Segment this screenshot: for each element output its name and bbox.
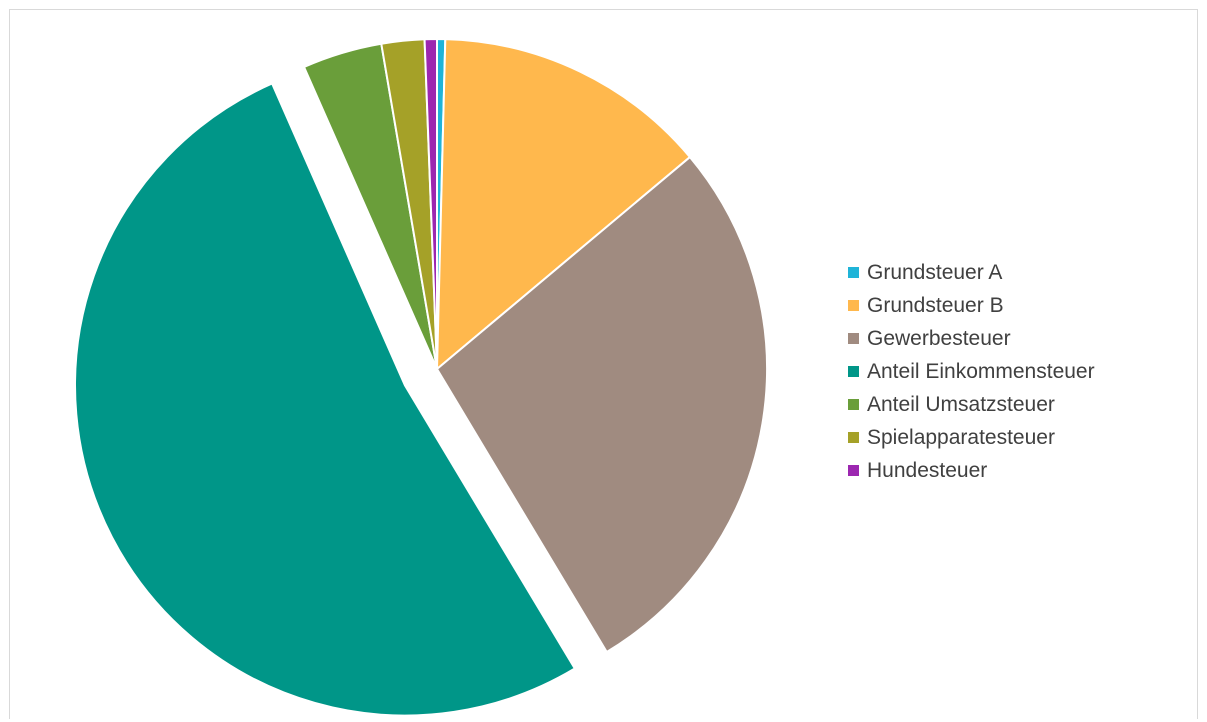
legend-label: Anteil Umsatzsteuer [867, 392, 1055, 416]
legend-item-hundesteuer: Hundesteuer [848, 454, 1095, 487]
legend-item-gewerbesteuer: Gewerbesteuer [848, 322, 1095, 355]
legend-item-anteil-umsatzsteuer: Anteil Umsatzsteuer [848, 388, 1095, 421]
pie-slice-grundsteuer-b [435, 38, 692, 372]
legend-label: Grundsteuer B [867, 293, 1004, 317]
legend-item-spielapparatesteuer: Spielapparatesteuer [848, 421, 1095, 454]
legend-swatch [848, 432, 859, 443]
legend-label: Hundesteuer [867, 458, 988, 482]
legend: Grundsteuer A Grundsteuer B Gewerbesteuer A… [848, 256, 1095, 487]
legend-swatch [848, 333, 859, 344]
legend-item-grundsteuer-b: Grundsteuer B [848, 289, 1095, 322]
pie-slice-anteil-einkommensteuer [74, 82, 577, 717]
legend-swatch [848, 399, 859, 410]
pie-slice-hundesteuer [423, 37, 438, 370]
pie-slice-gewerbesteuer [435, 155, 768, 654]
legend-swatch [848, 366, 859, 377]
legend-swatch [848, 300, 859, 311]
legend-item-grundsteuer-a: Grundsteuer A [848, 256, 1095, 289]
legend-swatch [848, 465, 859, 476]
legend-item-anteil-einkommensteuer: Anteil Einkommensteuer [848, 355, 1095, 388]
legend-swatch [848, 267, 859, 278]
legend-label: Anteil Einkommensteuer [867, 359, 1095, 383]
legend-label: Gewerbesteuer [867, 326, 1011, 350]
legend-label: Grundsteuer A [867, 260, 1003, 284]
legend-label: Spielapparatesteuer [867, 425, 1055, 449]
